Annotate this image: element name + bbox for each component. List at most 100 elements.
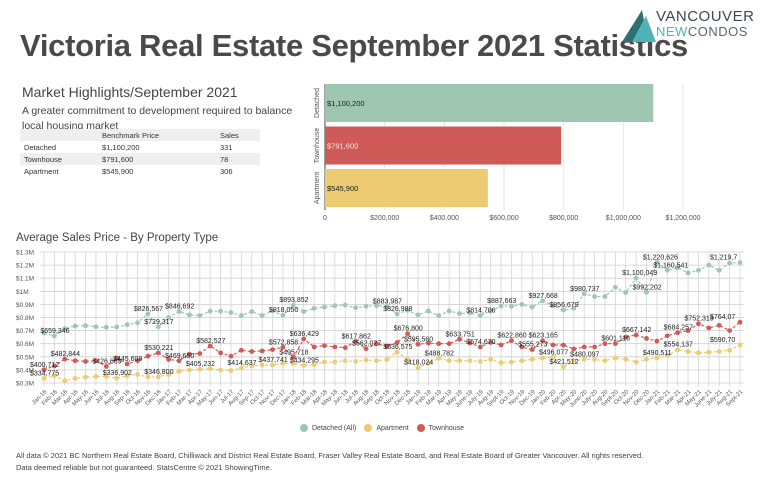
data-label-apartment: $496,077 xyxy=(539,349,568,356)
data-label-townhouse: $469,650 xyxy=(165,353,194,360)
data-label-detached: $814,706 xyxy=(466,308,495,315)
column-benchmark-price: Benchmark Price xyxy=(102,130,160,140)
logo-mountain-icon xyxy=(622,10,656,42)
data-point-detached xyxy=(425,308,431,314)
data-point-detached xyxy=(124,322,130,328)
data-label-apartment: $434,295 xyxy=(290,357,319,364)
data-point-detached xyxy=(685,270,691,276)
highlights-title: Market Highlights/September 2021 xyxy=(22,84,238,100)
data-point-townhouse xyxy=(436,341,442,347)
data-label-townhouse: $636,429 xyxy=(290,331,319,338)
data-label-townhouse: $752,313 xyxy=(684,316,713,323)
data-point-detached xyxy=(716,267,722,273)
data-point-apartment xyxy=(477,358,483,364)
line-y-tick-label: $1.3M xyxy=(16,250,34,257)
bar-data-label: $791,600 xyxy=(327,142,358,151)
data-label-townhouse: $601,116 xyxy=(601,336,630,343)
footer-disclaimer: Data deemed reliable but not guaranteed.… xyxy=(16,463,272,472)
data-point-apartment xyxy=(664,353,670,358)
data-point-apartment xyxy=(436,355,442,361)
data-point-apartment xyxy=(727,347,733,353)
data-point-apartment xyxy=(519,358,525,364)
data-point-apartment xyxy=(685,349,691,354)
data-point-detached xyxy=(176,308,182,314)
data-label-detached: $846,692 xyxy=(165,303,194,310)
data-point-apartment xyxy=(124,373,130,379)
logo-text-bottom: NEWCONDOS xyxy=(656,24,748,39)
data-label-townhouse: $622,860 xyxy=(497,333,526,340)
data-point-detached xyxy=(207,308,213,314)
data-point-townhouse xyxy=(332,344,338,350)
data-point-apartment xyxy=(238,365,244,371)
data-point-detached xyxy=(498,303,504,309)
data-label-apartment: $554,137 xyxy=(664,342,693,349)
data-point-apartment xyxy=(467,358,473,364)
data-point-townhouse xyxy=(696,321,701,327)
legend-item-detached[interactable]: Detached (All) xyxy=(300,424,356,432)
data-point-townhouse xyxy=(135,358,140,364)
column-sales: Sales xyxy=(220,130,239,140)
data-point-detached xyxy=(290,302,296,308)
data-point-detached xyxy=(446,308,452,314)
data-point-townhouse xyxy=(311,344,317,350)
bar-data-label: $1,100,200 xyxy=(327,99,365,108)
data-point-detached xyxy=(238,313,244,318)
data-label-townhouse: $562,027 xyxy=(352,341,381,348)
data-point-detached xyxy=(706,262,712,268)
data-point-detached xyxy=(103,324,109,330)
data-point-detached xyxy=(477,313,483,318)
data-point-detached xyxy=(135,320,140,326)
table-row: Apartment $545,900 306 xyxy=(24,166,233,176)
line-y-tick-label: $0.8M xyxy=(16,315,34,322)
data-point-detached xyxy=(675,265,681,271)
data-point-townhouse xyxy=(623,334,629,340)
data-point-townhouse xyxy=(488,339,494,345)
data-label-apartment: $536,575 xyxy=(383,344,412,351)
data-point-apartment xyxy=(342,358,348,364)
data-point-townhouse xyxy=(602,341,608,347)
legend-item-townhouse[interactable]: Townhouse xyxy=(416,424,464,432)
data-point-townhouse xyxy=(301,336,307,342)
data-point-detached xyxy=(51,333,57,339)
data-point-detached xyxy=(467,310,473,316)
legend-item-apartment[interactable]: Apartment xyxy=(364,424,409,432)
data-point-detached xyxy=(363,303,369,309)
data-point-townhouse xyxy=(114,355,120,361)
data-point-detached xyxy=(342,302,348,308)
data-label-apartment: $488,782 xyxy=(425,350,454,357)
line-y-tick-label: $0.5M xyxy=(16,354,34,361)
data-label-detached: $893,852 xyxy=(279,297,308,304)
data-point-townhouse xyxy=(103,364,109,369)
data-point-townhouse xyxy=(581,344,587,350)
data-point-apartment xyxy=(311,362,317,368)
data-point-townhouse xyxy=(72,358,78,364)
data-point-detached xyxy=(83,323,88,329)
data-label-apartment: $414,637 xyxy=(227,360,256,367)
data-label-townhouse: $572,858 xyxy=(269,339,298,346)
data-point-detached xyxy=(623,290,629,296)
data-point-apartment xyxy=(696,350,701,356)
data-label-townhouse: $633,751 xyxy=(446,331,475,338)
data-label-detached: $980,737 xyxy=(570,286,599,293)
data-label-townhouse: $574,670 xyxy=(466,339,495,346)
data-point-townhouse xyxy=(644,336,649,341)
data-label-townhouse: $684,257 xyxy=(664,325,693,332)
data-point-detached xyxy=(384,304,390,309)
data-point-townhouse xyxy=(83,358,88,364)
data-label-townhouse: $676,800 xyxy=(394,326,423,333)
data-point-apartment xyxy=(540,355,546,361)
data-point-apartment xyxy=(581,357,587,362)
data-point-detached xyxy=(62,326,68,332)
data-point-detached xyxy=(633,275,639,281)
data-point-detached xyxy=(187,312,192,318)
data-point-detached xyxy=(592,294,597,299)
data-point-detached xyxy=(145,311,151,317)
bar-detached xyxy=(325,84,654,122)
data-point-townhouse xyxy=(384,343,390,349)
data-point-detached xyxy=(332,303,338,309)
data-point-townhouse xyxy=(218,350,223,356)
data-point-apartment xyxy=(571,358,577,364)
bar-x-tick-label: $1,200,000 xyxy=(665,215,700,222)
data-label-detached: $826,567 xyxy=(134,306,163,313)
